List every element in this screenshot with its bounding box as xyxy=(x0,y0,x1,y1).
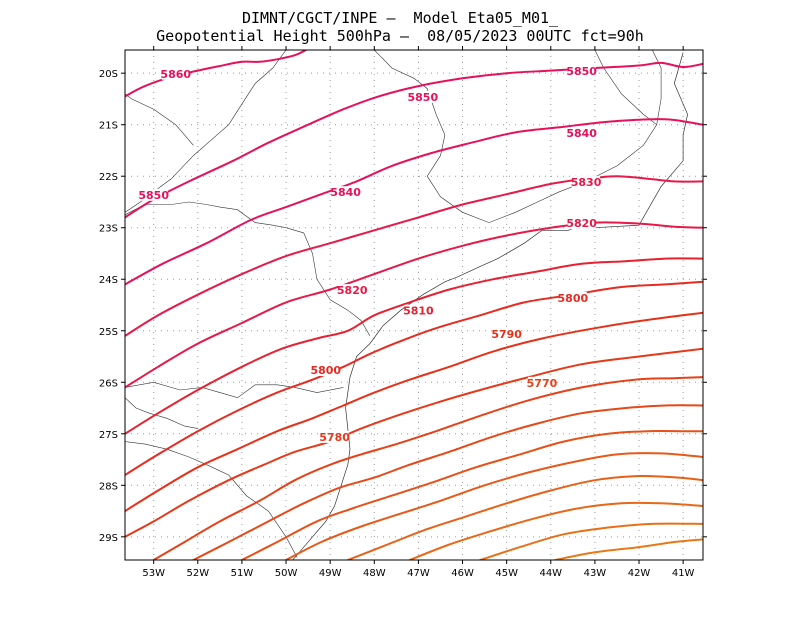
contour-labels: 5860 5850 5850 5850 5840 5840 5830 5820 5820 5810… xyxy=(138,65,602,444)
contour-5740 xyxy=(285,452,703,560)
lon-tick-label: 47W xyxy=(407,568,430,579)
state-border xyxy=(125,397,198,429)
contour-lines xyxy=(125,50,703,560)
state-border xyxy=(125,93,194,146)
contour-5790 xyxy=(125,311,703,513)
lon-tick-label: 49W xyxy=(319,568,342,579)
lat-tick-label: 29S xyxy=(99,533,118,544)
contour-label: 5820 xyxy=(566,217,597,230)
lon-tick-label: 43W xyxy=(584,568,607,579)
contour-label-bg xyxy=(572,175,601,188)
lat-tick-label: 21S xyxy=(99,121,118,132)
contour-label-bg xyxy=(311,363,340,376)
lat-tick-label: 20S xyxy=(99,69,118,80)
contour-label: 5850 xyxy=(138,189,169,202)
contour-label: 5780 xyxy=(319,431,350,444)
state-border xyxy=(125,201,371,337)
contour-5780 xyxy=(125,347,703,538)
state-border xyxy=(125,381,344,399)
contour-5860 xyxy=(125,50,307,98)
coastline xyxy=(292,52,688,560)
map-title-line-1: DIMNT/CGCT/INPE – Model Eta05_M01_ xyxy=(241,9,559,27)
state-border xyxy=(125,441,298,558)
contour-label: 5800 xyxy=(558,292,589,305)
lon-tick-label: 53W xyxy=(142,568,165,579)
contour-label: 5850 xyxy=(566,65,597,78)
lon-tick-label: 41W xyxy=(672,568,695,579)
lat-tick-label: 25S xyxy=(99,327,118,338)
contour-label-bg xyxy=(492,327,521,340)
lon-tick-label: 45W xyxy=(495,568,518,579)
contour-5830 xyxy=(125,175,703,337)
state-border xyxy=(374,50,662,223)
contour-label-bg xyxy=(558,291,587,304)
contour-label: 5850 xyxy=(408,91,439,104)
contour-label: 5800 xyxy=(310,364,341,377)
contour-label-bg xyxy=(404,304,433,317)
contour-label-bg xyxy=(331,186,360,199)
lon-tick-label: 46W xyxy=(451,568,474,579)
lat-tick-label: 24S xyxy=(99,275,118,286)
contour-5820 xyxy=(125,221,703,389)
contour-label-bg xyxy=(139,188,168,201)
state-border xyxy=(594,50,657,125)
lon-tick-label: 48W xyxy=(363,568,386,579)
contour-label-bg xyxy=(567,217,596,230)
contour-5710 xyxy=(479,522,703,560)
contour-5770 xyxy=(152,376,703,560)
contour-label-bg xyxy=(527,376,556,389)
lon-tick-label: 50W xyxy=(275,568,298,579)
contour-label: 5820 xyxy=(337,284,368,297)
lon-tick-label: 42W xyxy=(628,568,651,579)
contour-label-bg xyxy=(320,430,349,443)
contour-label: 5770 xyxy=(527,377,558,390)
lon-tick-label: 44W xyxy=(539,568,562,579)
lat-tick-label: 26S xyxy=(99,378,118,389)
contour-label-bg xyxy=(567,127,596,139)
lon-tick-label: 51W xyxy=(231,568,254,579)
contour-5760 xyxy=(192,404,703,560)
contour-label: 5830 xyxy=(571,176,602,189)
contour-5700 xyxy=(554,538,703,560)
contour-5720 xyxy=(408,501,703,560)
axis-ticks: 53W 52W 51W 50W 49W 48W 47W 46W 45W 44W 43W 42W 41W 2… xyxy=(99,46,707,579)
contour-5730 xyxy=(346,474,703,560)
contour-label-bg xyxy=(338,284,367,297)
lat-tick-label: 28S xyxy=(99,481,118,492)
contour-label: 5790 xyxy=(491,328,522,341)
contour-label: 5860 xyxy=(160,68,191,81)
lat-tick-label: 27S xyxy=(99,430,118,441)
contour-label: 5840 xyxy=(330,186,361,199)
contour-label: 5840 xyxy=(566,127,597,140)
contour-5800 xyxy=(125,280,703,476)
lat-lon-grid xyxy=(125,50,703,560)
map-frame xyxy=(124,49,704,561)
map-title-line-2: Geopotential Height 500hPa – 08/05/2023 … xyxy=(156,27,644,45)
contour-5840 xyxy=(125,118,703,286)
contour-5750 xyxy=(240,430,703,560)
lat-tick-label: 23S xyxy=(99,224,118,235)
contour-5850 xyxy=(125,61,703,219)
contour-label-bg xyxy=(161,67,190,80)
contour-5810 xyxy=(125,257,703,435)
contour-label-bg xyxy=(567,65,596,78)
contour-label: 5810 xyxy=(403,305,434,318)
lat-tick-label: 22S xyxy=(99,172,118,183)
lon-tick-label: 52W xyxy=(186,568,209,579)
contour-label-bg xyxy=(408,90,437,103)
